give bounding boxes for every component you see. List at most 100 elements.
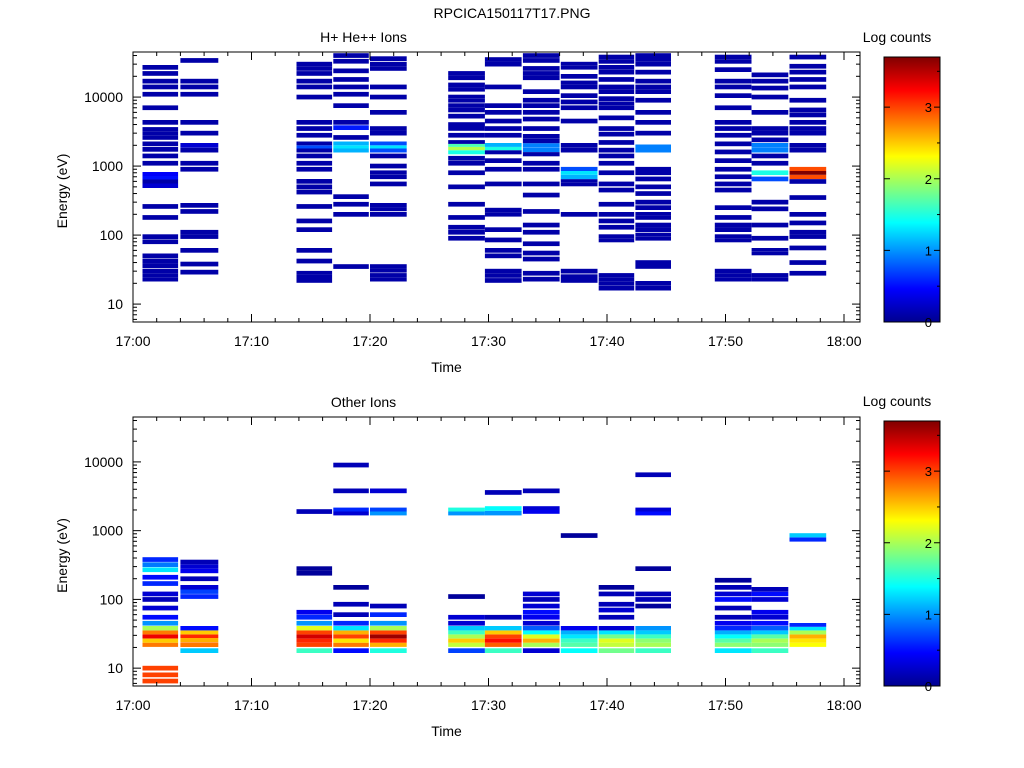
heatmap-cell [296,160,333,166]
heatmap-cell [448,215,485,220]
heatmap-cell [296,141,333,146]
heatmap-cell [635,89,671,94]
heatmap-cell [598,273,635,278]
heatmap-cell [484,510,522,516]
heatmap-cell [484,626,522,631]
heatmap-cell [142,131,179,136]
y-tick-label: 10000 [84,89,123,105]
heatmap-cell [370,264,407,269]
heatmap-cell [560,642,598,647]
heatmap-cell [142,183,179,188]
heatmap-cell [448,511,485,516]
panel-title: Other Ions [331,394,396,410]
heatmap-cell [484,506,522,511]
heatmap-cell [333,194,369,199]
heatmap-cell [714,614,752,620]
heatmap-cell [296,620,333,626]
heatmap-cell [142,215,179,220]
heatmap-cell [635,511,671,516]
heatmap-cell [370,110,407,115]
heatmap-cell [370,634,407,639]
heatmap-cell [180,58,219,63]
heatmap-cell [751,626,789,631]
heatmap-cell [635,148,671,153]
heatmap-cell [484,166,522,172]
heatmap-cell [635,222,671,228]
heatmap-cell [142,179,179,184]
y-tick-label: 1000 [92,523,123,539]
heatmap-cell [598,607,635,613]
heatmap-cell [635,634,671,639]
heatmap-cell [598,89,635,94]
heatmap-cell [296,258,333,264]
heatmap-cell [522,222,560,228]
heatmap-cell [448,630,485,635]
colorbar-tick-label: 1 [925,607,932,622]
heatmap-cell [333,648,369,653]
heatmap-cell [560,99,598,105]
colorbar-tick-label: 3 [925,100,932,115]
heatmap-cell [296,126,333,131]
heatmap-cell [751,143,789,148]
heatmap-cell [598,54,635,60]
heatmap-cell [333,53,369,58]
heatmap-cell [448,201,485,207]
heatmap-cell [142,147,179,152]
heatmap-cell [560,626,598,631]
heatmap-cell [484,212,522,217]
heatmap-cell [370,84,407,90]
heatmap-cell [598,170,635,176]
heatmap-cell [714,585,752,590]
heatmap-cell [522,229,560,235]
heatmap-cell [370,148,407,153]
heatmap-cell [560,648,598,653]
heatmap-cell [180,234,219,239]
heatmap-cell [142,557,179,562]
heatmap-cell [333,201,369,207]
x-tick-label: 17:00 [115,697,150,713]
heatmap-cell [296,630,333,635]
heatmap-cell [484,158,522,163]
heatmap-cell [484,118,522,124]
heatmap-cell [751,206,789,212]
heatmap-cell [370,603,407,609]
heatmap-cell [142,634,179,639]
heatmap-cell [522,71,560,76]
heatmap-cell [751,170,789,176]
heatmap-cell [296,614,333,620]
heatmap-cell [635,120,671,125]
heatmap-cell [789,107,827,113]
heatmap-cell [714,166,752,172]
heatmap-cell [333,77,369,82]
heatmap-cell [522,642,560,647]
heatmap-cell [142,638,179,643]
heatmap-cell [142,626,179,631]
heatmap-cell [333,125,369,130]
heatmap-cell [448,224,485,230]
heatmap-cell [635,227,671,232]
heatmap-cell [448,155,485,161]
heatmap-cell [714,181,752,187]
heatmap-cell [370,630,407,635]
heatmap-cell [598,648,635,653]
heatmap-cell [484,146,522,151]
heatmap-cell [142,591,179,597]
heatmap-cell [560,212,598,217]
heatmap-cell [333,264,369,269]
heatmap-cell [333,642,369,647]
heatmap-cell [751,248,789,252]
heatmap-cell [142,172,179,176]
heatmap-cell [598,238,635,243]
heatmap-cell [296,189,333,195]
x-axis-label: Time [431,723,462,739]
heatmap-cell [370,212,407,217]
heatmap-cell [180,261,219,267]
heatmap-cell [448,614,485,620]
heatmap-cell [714,67,752,72]
heatmap-cell [142,574,179,580]
heatmap-cell [522,250,560,256]
heatmap-cell [522,116,560,122]
heatmap-cell [180,642,219,647]
heatmap-cell [635,191,671,196]
heatmap-cell [180,559,219,565]
